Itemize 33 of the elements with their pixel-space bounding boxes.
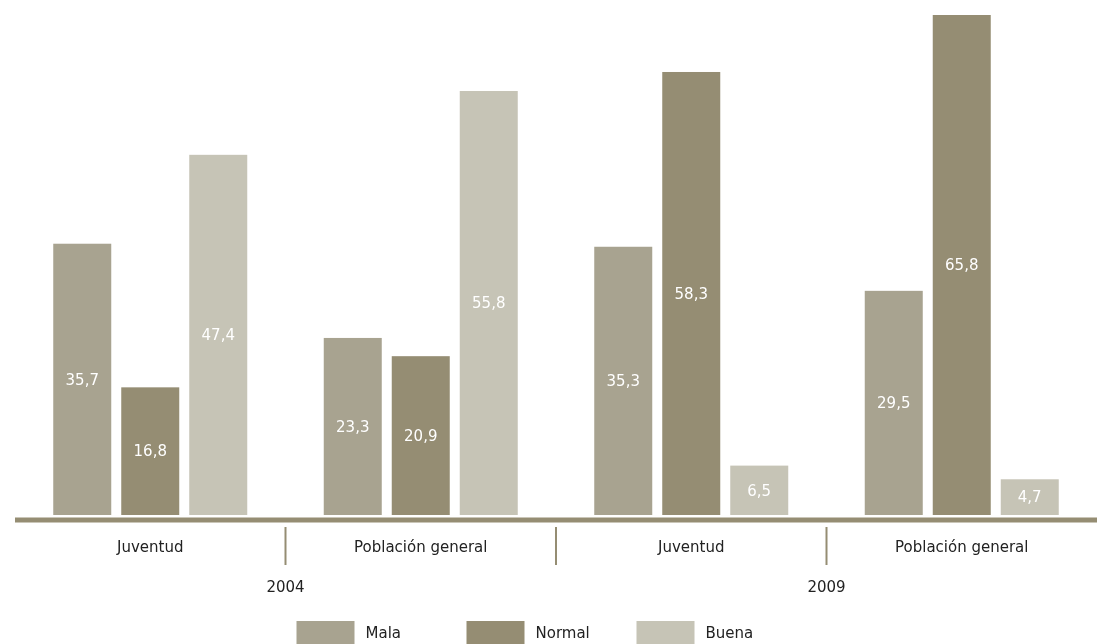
legend-label: Mala xyxy=(365,624,401,642)
data-label: 4,7 xyxy=(1017,488,1042,507)
x-tick-label: Población general xyxy=(895,538,1029,556)
data-label: 35,7 xyxy=(65,370,99,389)
data-label: 29,5 xyxy=(877,394,911,413)
x-tick-label: Población general xyxy=(354,538,488,556)
data-label: 55,8 xyxy=(472,294,506,313)
text: 2004 xyxy=(266,578,305,596)
data-label: 6,5 xyxy=(747,481,772,500)
bar xyxy=(1000,479,1059,515)
x-tick-label: Juventud xyxy=(657,538,725,556)
legend-label: Buena xyxy=(705,624,754,642)
bar xyxy=(189,154,248,515)
data-label: 23,3 xyxy=(336,417,370,436)
bar xyxy=(391,356,450,515)
x-tick-label: Juventud xyxy=(116,538,184,556)
bar xyxy=(323,337,382,515)
data-label: 58,3 xyxy=(674,284,708,303)
data-label: 65,8 xyxy=(945,256,979,275)
bar xyxy=(53,243,112,515)
bar xyxy=(932,15,991,515)
data-label: 16,8 xyxy=(133,442,167,461)
data-label: 35,3 xyxy=(606,372,640,391)
bar xyxy=(662,71,721,515)
bar xyxy=(459,90,518,515)
legend-label: Normal xyxy=(535,624,590,642)
bar xyxy=(864,290,923,515)
bar xyxy=(594,246,653,515)
text: 2009 xyxy=(807,578,846,596)
bar xyxy=(730,465,789,515)
data-label: 20,9 xyxy=(404,426,438,445)
data-label: 47,4 xyxy=(201,326,235,345)
bar xyxy=(121,387,180,515)
